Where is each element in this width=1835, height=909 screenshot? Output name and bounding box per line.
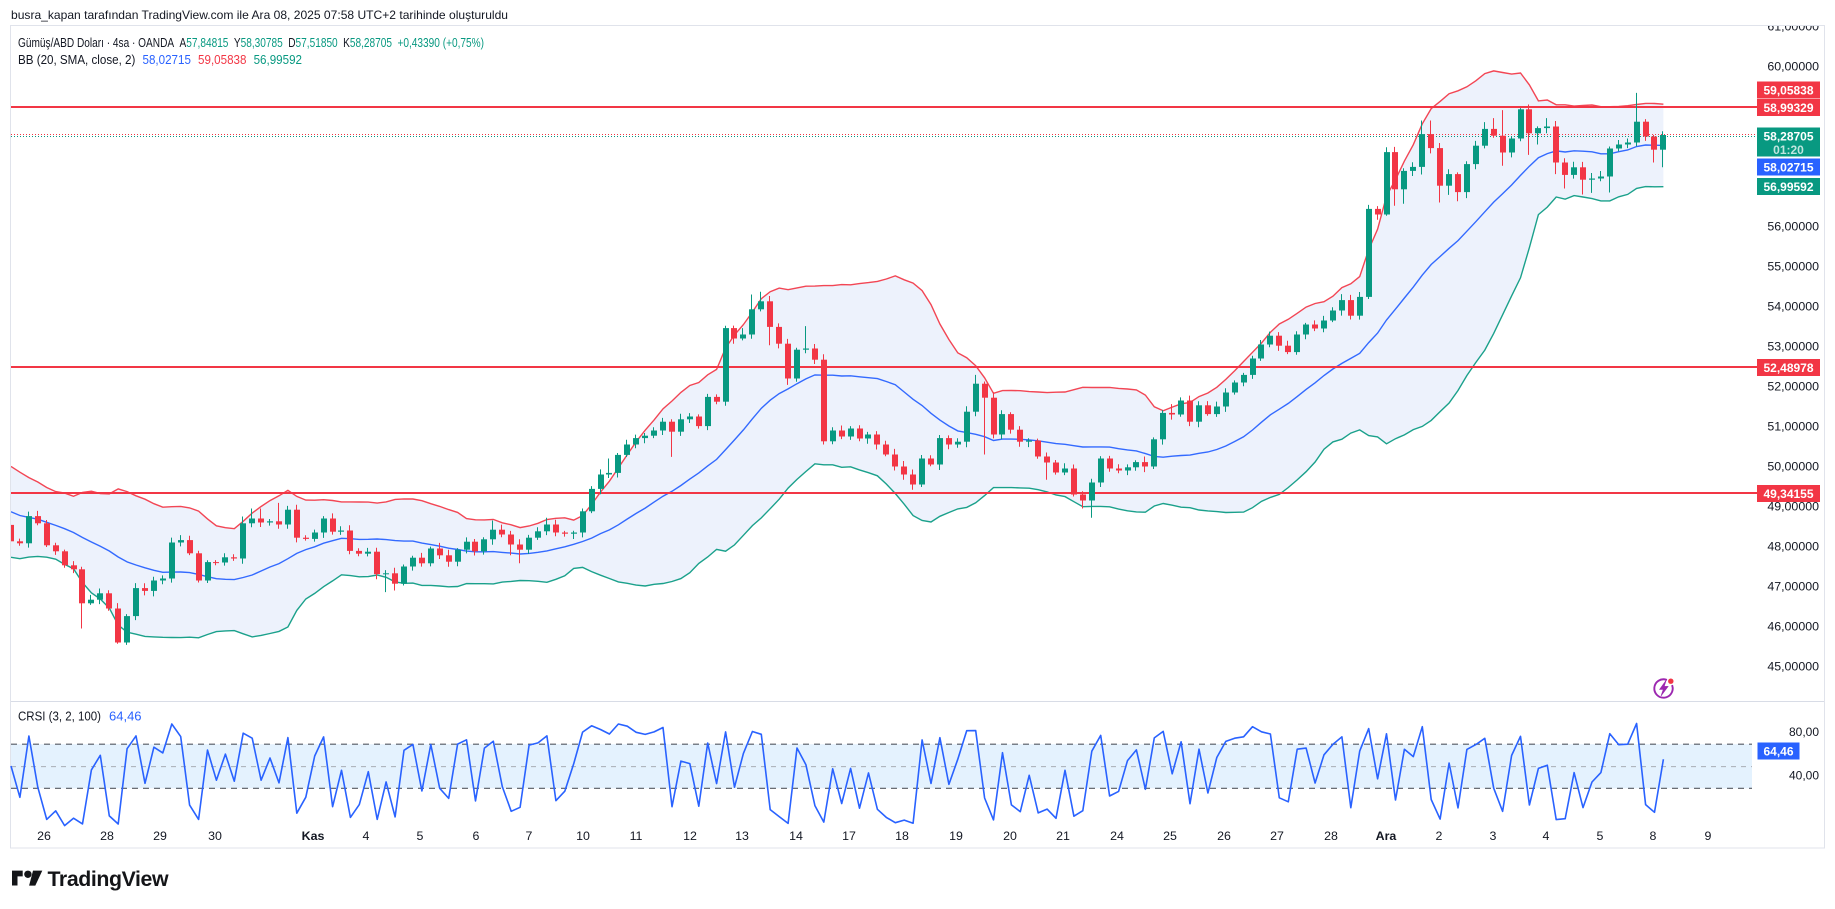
svg-text:40,00: 40,00 [1789,769,1819,783]
svg-text:CRSI (3, 2, 100): CRSI (3, 2, 100) [18,709,101,724]
svg-text:48,00000: 48,00000 [1767,540,1819,554]
svg-text:4: 4 [363,829,370,843]
svg-text:9: 9 [1705,829,1712,843]
svg-text:49,00000: 49,00000 [1767,500,1819,514]
svg-text:60,00000: 60,00000 [1767,60,1819,74]
svg-text:45,00000: 45,00000 [1767,660,1819,674]
svg-text:49,34155: 49,34155 [1763,487,1813,501]
svg-text:14: 14 [789,829,803,843]
svg-text:5: 5 [417,829,424,843]
svg-text:53,00000: 53,00000 [1767,340,1819,354]
svg-text:56,99592: 56,99592 [1763,180,1813,194]
svg-text:10: 10 [576,829,590,843]
svg-text:19: 19 [949,829,963,843]
svg-text:64,46: 64,46 [1763,745,1793,759]
svg-text:59,05838: 59,05838 [1763,84,1813,98]
svg-text:24: 24 [1110,829,1124,843]
svg-text:58,99329: 58,99329 [1763,101,1813,115]
svg-text:Ara: Ara [1376,829,1397,843]
svg-text:27: 27 [1270,829,1284,843]
svg-text:28: 28 [1324,829,1338,843]
svg-text:58,28705: 58,28705 [1763,130,1813,144]
svg-text:Gümüş/ABD Doları · 4sa · OANDA: Gümüş/ABD Doları · 4sa · OANDAA57,84815Y… [18,35,484,50]
svg-text:25: 25 [1163,829,1177,843]
svg-text:58,02715: 58,02715 [1763,161,1813,175]
svg-text:busra_kapan tarafından Trading: busra_kapan tarafından TradingView.com i… [11,8,508,22]
svg-text:5: 5 [1597,829,1604,843]
svg-text:17: 17 [842,829,856,843]
svg-text:61,00000: 61,00000 [1767,20,1819,34]
svg-text:51,00000: 51,00000 [1767,420,1819,434]
svg-text:4: 4 [1543,829,1550,843]
svg-text:54,00000: 54,00000 [1767,300,1819,314]
svg-text:20: 20 [1003,829,1017,843]
svg-text:30: 30 [208,829,222,843]
svg-text:3: 3 [1490,829,1497,843]
svg-text:12: 12 [683,829,697,843]
svg-text:80,00: 80,00 [1789,725,1819,739]
svg-text:52,48978: 52,48978 [1763,361,1813,375]
svg-text:TradingView: TradingView [48,867,169,891]
svg-text:47,00000: 47,00000 [1767,580,1819,594]
svg-text:6: 6 [473,829,480,843]
svg-text:29: 29 [153,829,167,843]
svg-text:55,00000: 55,00000 [1767,260,1819,274]
svg-text:Kas: Kas [302,829,325,843]
svg-text:13: 13 [735,829,749,843]
svg-text:01:20: 01:20 [1773,143,1804,157]
svg-text:64,46: 64,46 [109,709,142,724]
svg-text:50,00000: 50,00000 [1767,460,1819,474]
svg-text:7: 7 [526,829,533,843]
svg-text:2: 2 [1436,829,1443,843]
svg-text:BB (20, SMA, close, 2)58,02715: BB (20, SMA, close, 2)58,0271559,0583856… [18,52,302,67]
svg-text:11: 11 [630,829,643,843]
svg-text:52,00000: 52,00000 [1767,380,1819,394]
svg-text:8: 8 [1650,829,1657,843]
svg-text:46,00000: 46,00000 [1767,620,1819,634]
svg-text:26: 26 [37,829,51,843]
svg-text:18: 18 [895,829,909,843]
svg-text:56,00000: 56,00000 [1767,220,1819,234]
svg-text:26: 26 [1217,829,1231,843]
svg-text:21: 21 [1056,829,1070,843]
svg-text:28: 28 [100,829,114,843]
